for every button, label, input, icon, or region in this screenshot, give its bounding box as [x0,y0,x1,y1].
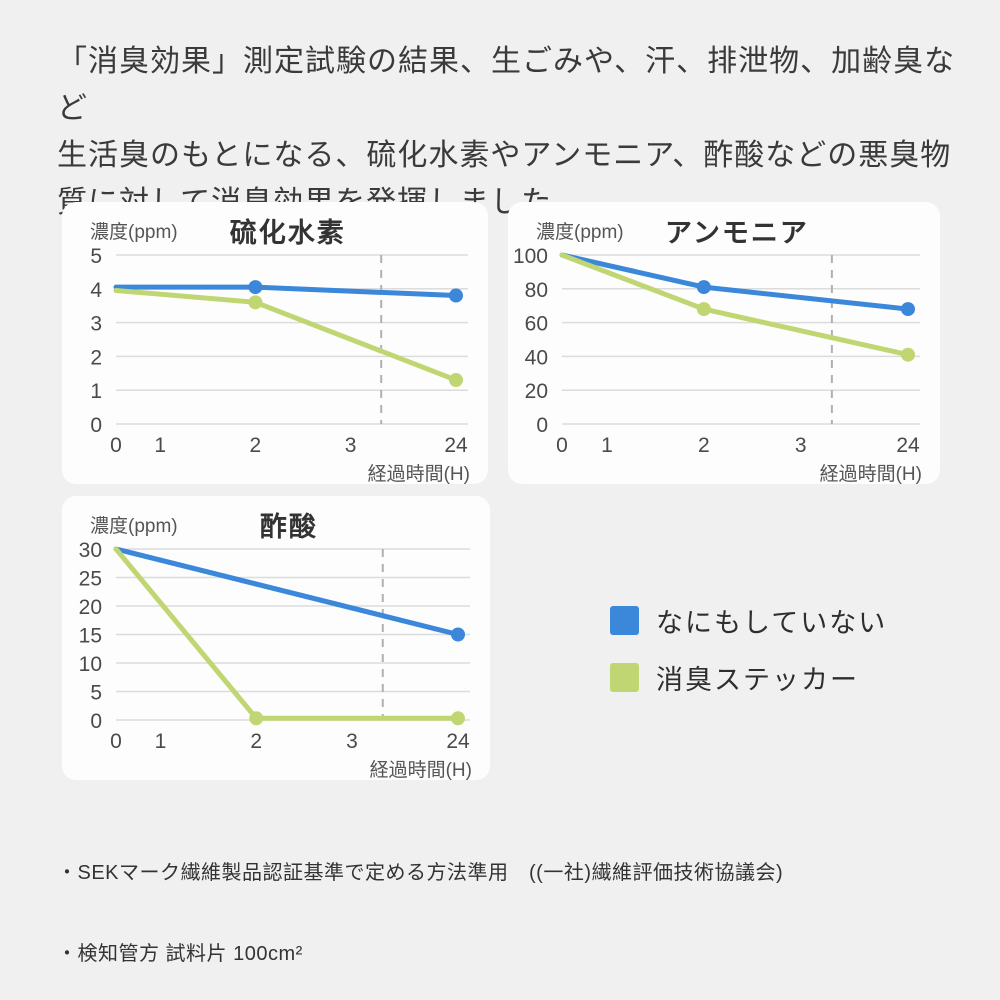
x-axis-label: 経過時間(H) [368,463,470,484]
x-tick-label: 3 [795,434,807,457]
x-tick-label: 2 [250,434,262,457]
chart-title: 硫化水素 [230,217,346,248]
y-tick-label: 20 [79,596,102,619]
y-tick-label: 2 [90,346,102,369]
x-tick-label: 0 [110,434,122,457]
chart-panel-acetic-acid: 0 5 10 15 20 25 30 0 1 2 3 24 濃度(ppm) 酢酸経過時間(H) [62,496,490,781]
y-tick-label: 3 [90,313,102,336]
y-tick-label: 1 [90,380,102,403]
data-point-untreated [248,280,263,295]
series-line-sticker [113,287,459,383]
footnotes: ・SEKマーク繊維製品認証基準で定める方法準用 ((一社)繊維評価技術協議会) … [57,806,874,1000]
x-tick-label: 2 [698,434,710,457]
y-tick-label: 100 [513,245,548,268]
x-tick-label: 2 [250,730,262,753]
x-axis-label: 経過時間(H) [370,759,472,780]
y-axis-unit-label: 濃度(ppm) [90,221,178,243]
chart-panel-ammonia: 0 20 40 60 80 100 0 1 2 3 24 濃度(ppm) アンモニア経過時間(H) [508,202,940,485]
data-point-sticker [249,711,264,726]
intro-line-2: 生活臭のもとになる、硫化水素やアンモニア、酢酸などの悪臭物 [57,139,952,172]
footnote-line-1: ・SEKマーク繊維製品認証基準で定める方法準用 ((一社)繊維評価技術協議会) [57,862,784,884]
y-tick-label: 10 [79,653,102,676]
intro-line-1: 「消臭効果」測定試験の結果、生ごみや、汗、排泄物、加齢臭など [57,45,956,125]
series-line-untreated [559,252,911,312]
series-line-sticker [113,546,461,721]
data-point-sticker [451,711,465,726]
x-tick-label: 0 [110,730,122,753]
legend-label-untreated: なにもしていない [656,608,888,638]
chart-title: 酢酸 [260,512,318,542]
series-line-untreated [113,546,461,637]
data-point-sticker [696,302,711,317]
y-axis-unit-label: 濃度(ppm) [536,221,624,243]
y-tick-label: 4 [90,279,102,302]
y-tick-label: 40 [525,346,548,369]
x-tick-label: 1 [155,730,167,753]
y-tick-label: 15 [79,625,102,648]
y-tick-label: 5 [90,682,102,705]
y-tick-label: 20 [525,380,548,403]
data-point-untreated [451,627,465,642]
data-point-sticker [901,347,915,362]
x-tick-label: 3 [346,730,358,753]
x-tick-label: 1 [154,434,166,457]
y-axis-unit-label: 濃度(ppm) [90,515,178,537]
y-tick-label: 5 [90,245,102,268]
footnote-line-2: ・検知管方 試料片 100cm² [57,943,303,965]
intro-text: 「消臭効果」測定試験の結果、生ごみや、汗、排泄物、加齢臭など 生活臭のもとになる… [57,38,957,226]
legend-swatch-green [610,663,639,692]
x-tick-label: 3 [345,434,357,457]
data-point-sticker [449,373,463,388]
legend-item-sticker: 消臭ステッカー [610,658,887,697]
y-tick-label: 0 [536,414,548,437]
x-tick-label: 24 [446,730,470,753]
data-point-sticker [248,295,263,310]
x-tick-label: 24 [444,434,468,457]
x-tick-label: 0 [556,434,568,457]
data-point-untreated [696,280,711,295]
legend: なにもしていない 消臭ステッカー [610,601,887,715]
y-tick-label: 80 [525,279,548,302]
y-tick-label: 30 [79,539,102,562]
x-tick-label: 24 [896,434,920,457]
chart-title: アンモニア [665,218,809,248]
chart-panel-hydrogen-sulfide: 0 1 2 3 4 5 0 1 2 3 24 濃度(ppm) 硫化水素経過時間(H) [62,202,488,485]
data-point-untreated [901,302,915,317]
y-tick-label: 0 [90,414,102,437]
data-point-untreated [449,288,463,303]
legend-label-sticker: 消臭ステッカー [656,665,859,695]
y-tick-label: 60 [525,313,548,336]
y-tick-label: 0 [90,710,102,733]
x-axis-label: 経過時間(H) [820,463,922,484]
y-tick-label: 25 [79,568,102,591]
legend-swatch-blue [610,606,639,635]
x-tick-label: 1 [601,434,613,457]
legend-item-untreated: なにもしていない [610,601,887,640]
